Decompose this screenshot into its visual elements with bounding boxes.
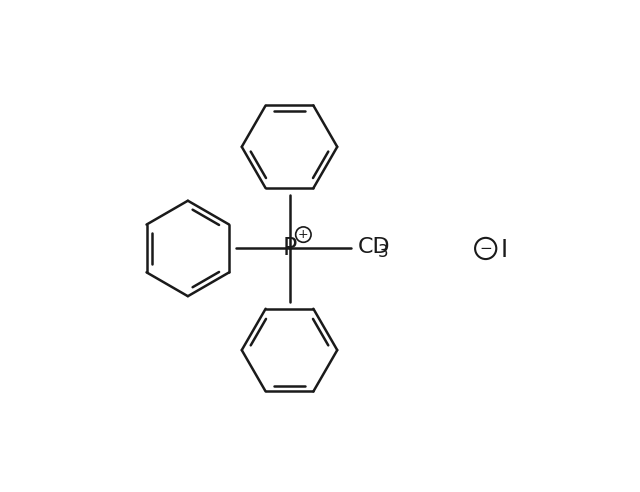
Text: 3: 3 <box>378 244 388 261</box>
Text: −: − <box>479 241 492 256</box>
Text: P: P <box>282 237 296 260</box>
Text: +: + <box>298 228 308 241</box>
Text: CD: CD <box>357 237 390 257</box>
Text: I: I <box>500 238 508 262</box>
